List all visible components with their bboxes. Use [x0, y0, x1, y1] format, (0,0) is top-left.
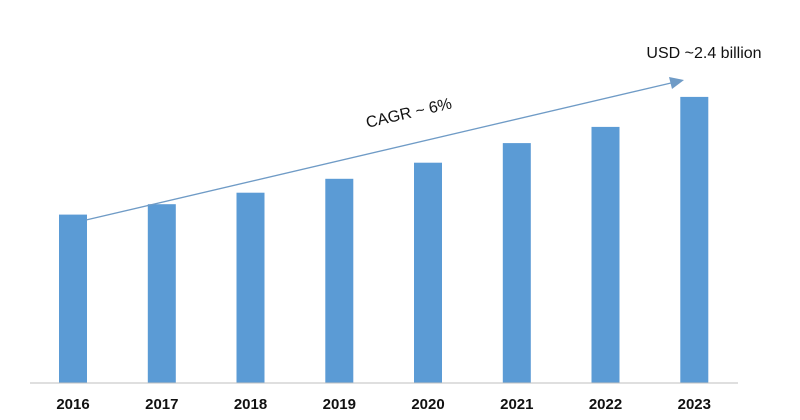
- bar-2016: [59, 214, 87, 383]
- end-value-label: USD ~2.4 billion: [646, 45, 761, 62]
- bar-2020: [414, 162, 442, 383]
- bar-2023: [680, 96, 709, 384]
- bars-layer: [59, 96, 709, 384]
- bar-2018: [236, 192, 265, 383]
- bar-2022: [591, 126, 620, 384]
- x-tick-labels: 2016 2017 2018 2019 2020 2021 2022 2023: [56, 396, 711, 413]
- trend-line: [85, 82, 672, 221]
- x-tick-label-2018: 2018: [234, 396, 267, 413]
- x-tick-label-2022: 2022: [589, 396, 622, 413]
- cagr-trend-arrow: [85, 77, 684, 221]
- bar-2021: [502, 143, 531, 383]
- x-tick-label-2016: 2016: [56, 396, 89, 413]
- x-tick-label-2021: 2021: [500, 396, 533, 413]
- bar-2017: [147, 204, 176, 383]
- x-tick-label-2020: 2020: [411, 396, 444, 413]
- x-tick-label-2019: 2019: [323, 396, 356, 413]
- bar-2019: [325, 178, 354, 383]
- x-tick-label-2023: 2023: [678, 396, 711, 413]
- x-tick-label-2017: 2017: [145, 396, 178, 413]
- cagr-label: CAGR ~ 6%: [364, 95, 453, 131]
- trend-arrowhead: [669, 77, 684, 89]
